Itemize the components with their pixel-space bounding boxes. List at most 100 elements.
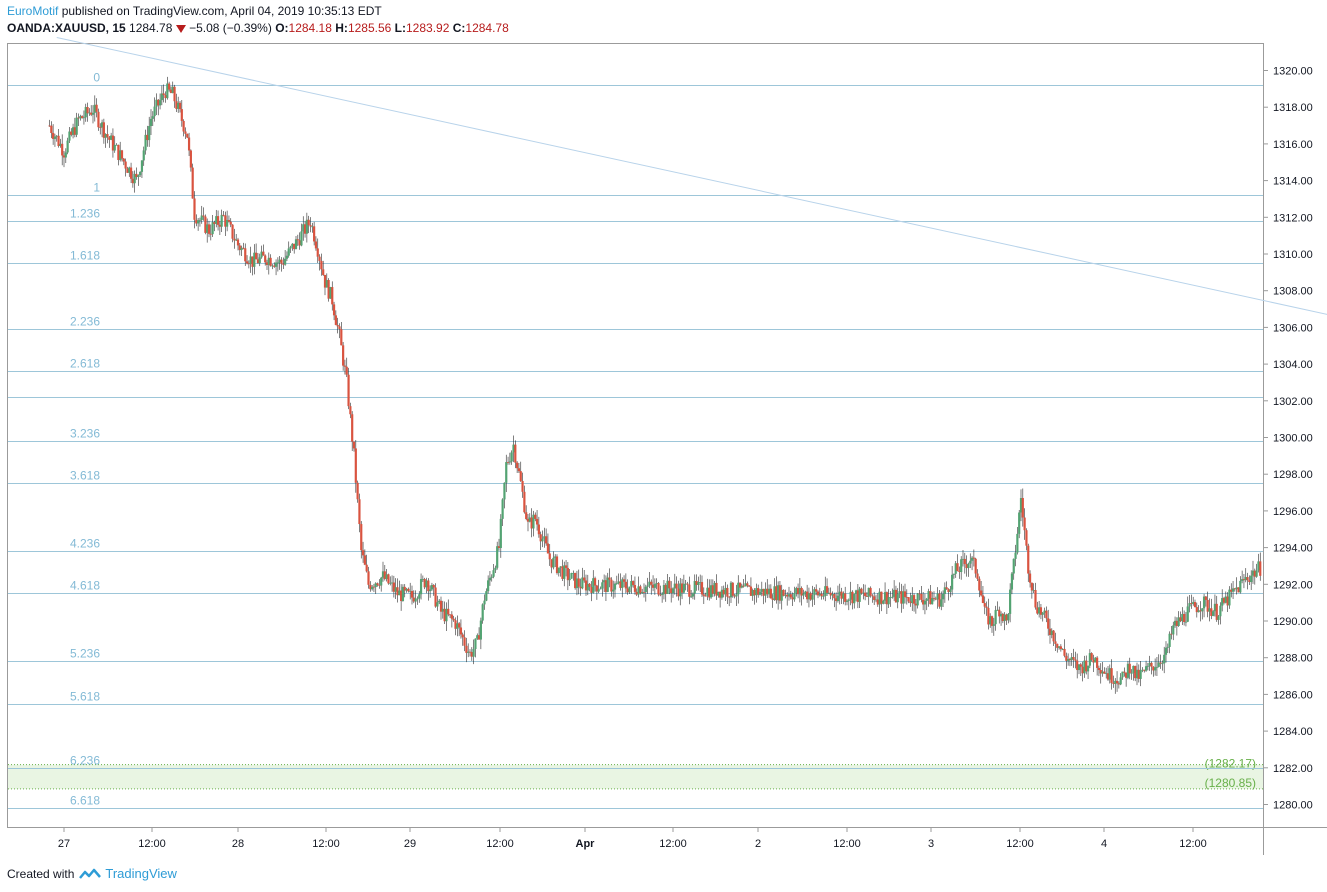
candle-down [945,587,948,589]
candle-down [1103,671,1106,674]
candle-up [389,582,392,584]
candle-up [811,595,814,600]
candle-down [345,366,348,375]
candle-down [452,618,455,621]
candle-up [508,461,511,463]
candle-down [351,414,354,442]
candle-down [769,588,772,599]
candle-up [88,112,91,114]
candle-down [704,595,707,597]
candle-down [238,245,241,251]
candle-down [711,585,714,594]
candle-down [459,627,463,635]
candle-up [155,99,158,107]
candle-up [1077,664,1081,671]
fib-level-label: 1.618 [70,249,100,263]
candle-down [162,93,165,96]
candle-down [864,592,867,597]
candle-up [1101,671,1104,674]
candle-up [1019,498,1023,513]
candle-up [1188,603,1191,607]
candle-up [177,102,180,109]
candle-up [1083,660,1086,674]
candle-up [813,589,816,596]
y-tick-label: 1282.00 [1273,763,1313,775]
candle-down [349,406,352,415]
candle-down [102,122,105,138]
candle-down [1090,653,1093,660]
candle-down [135,173,138,178]
candle-up [137,175,140,178]
x-tick-label: 12:00 [1179,838,1207,850]
down-triangle-icon [175,25,186,33]
candle-up [501,499,504,519]
tradingview-logo-icon [79,868,102,879]
candle-down [1027,545,1030,574]
candle-down [1143,669,1146,671]
candle-down [298,240,301,246]
candle-down [526,519,530,522]
candle-up [416,598,419,600]
candle-down [245,261,249,264]
candle-down [407,588,410,592]
candle-down [639,586,642,594]
candle-down [564,565,568,568]
candle-down [726,587,729,597]
candle-up [1172,625,1175,635]
candle-down [885,592,888,605]
candle-down [1215,603,1218,620]
candle-up [260,251,263,258]
candle-down [265,262,269,265]
candle-up [717,591,720,596]
y-tick-label: 1304.00 [1273,359,1313,371]
candle-up [300,231,303,246]
candle-up [780,589,783,601]
candle-up [740,585,743,588]
candle-down [918,593,921,595]
candle-down [728,596,731,598]
author-link[interactable]: EuroMotif [7,4,59,18]
candle-up [967,563,970,569]
candle-down [193,198,196,220]
candle-up [784,594,787,596]
candle-down [1152,666,1155,671]
candle-down [262,251,265,256]
candle-down [731,582,734,596]
close-value: 1284.78 [465,21,509,35]
candle-down [269,257,272,266]
candle-up [630,581,633,587]
candle-down [983,603,986,607]
tradingview-brand[interactable]: TradingView [105,866,177,881]
candle-down [255,252,258,260]
candle-up [1212,611,1215,616]
candle-down [90,112,93,115]
candle-down [327,280,330,299]
candle-up [994,610,997,625]
candle-up [655,583,658,585]
y-tick-label: 1314.00 [1273,176,1313,188]
candle-down [224,215,227,227]
candle-up [487,580,490,592]
candle-up [1014,552,1017,559]
candle-up [1086,665,1090,672]
candle-down [1259,561,1262,576]
candle-up [802,593,805,596]
candle-up [510,452,513,462]
x-tick-label: 27 [58,838,70,850]
candle-down [700,582,704,595]
candle-down [624,581,627,589]
candle-up [882,600,885,604]
candle-down [1099,670,1102,674]
candle-down [448,614,452,616]
candle-up [419,579,423,595]
candle-up [528,517,531,522]
candle-up [436,602,439,607]
candle-down [742,585,745,587]
candle-down [423,579,426,588]
candle-down [675,583,678,589]
candle-down [1134,665,1137,679]
candle-up [284,258,287,265]
candle-down [651,584,655,588]
candle-down [1025,530,1028,546]
